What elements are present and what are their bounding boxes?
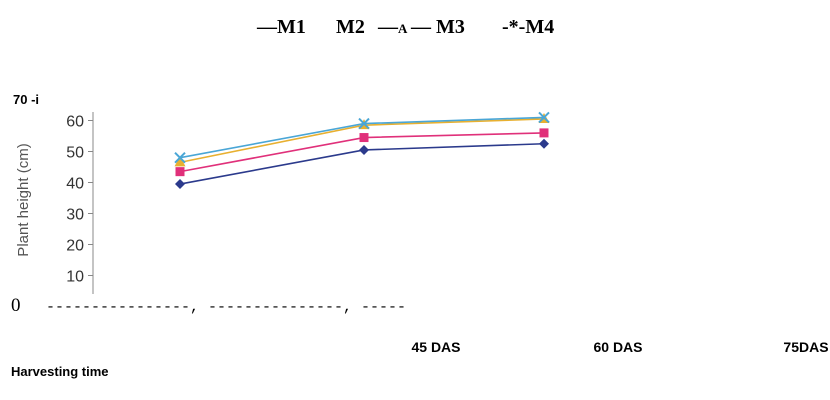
x-tick-label: 60 DAS (593, 339, 642, 355)
y-tick-label: 20 (66, 238, 84, 255)
y-zero-label: 0 (11, 295, 21, 316)
data-point (539, 138, 549, 149)
x-axis-label: Harvesting time (11, 364, 109, 379)
y-tick-label: 30 (66, 207, 84, 224)
x-tick-label: 75DAS (783, 339, 828, 355)
series-group (174, 111, 550, 190)
y-tick-label: 50 (66, 145, 84, 162)
data-point (175, 167, 185, 177)
y-ticks: 10 20 30 40 50 60 (66, 114, 93, 286)
series-m2 (175, 128, 549, 177)
legend: —M1 M2 — A — M3 -*-M4 (256, 16, 554, 38)
legend-m4: -*-M4 (502, 16, 554, 38)
data-point (359, 133, 369, 143)
legend-m2: M2 (336, 16, 365, 38)
data-point (358, 117, 370, 130)
legend-m1: —M1 (256, 16, 306, 38)
x-tick-labels: 45 DAS 60 DAS 75DAS (411, 339, 828, 355)
legend-m3: — M3 (410, 16, 465, 38)
y-top-label: 70 -i (13, 92, 39, 107)
y-tick-label: 60 (66, 114, 84, 131)
y-tick-label: 10 (66, 269, 84, 286)
x-axis-dashes: ----------------, ---------------, ----- (46, 299, 406, 316)
y-tick-label: 40 (66, 176, 84, 193)
legend-m3-marker: A (398, 21, 408, 36)
data-point (174, 151, 186, 164)
data-point (538, 111, 550, 124)
y-axis-label: Plant height (cm) (15, 143, 32, 256)
legend-m3-prefix: — (377, 16, 399, 38)
data-point (174, 156, 186, 167)
series-m4 (174, 111, 550, 164)
data-point (175, 179, 185, 190)
data-point (359, 144, 369, 155)
data-point (539, 128, 549, 138)
x-tick-label: 45 DAS (411, 339, 460, 355)
series-m1 (175, 138, 549, 190)
